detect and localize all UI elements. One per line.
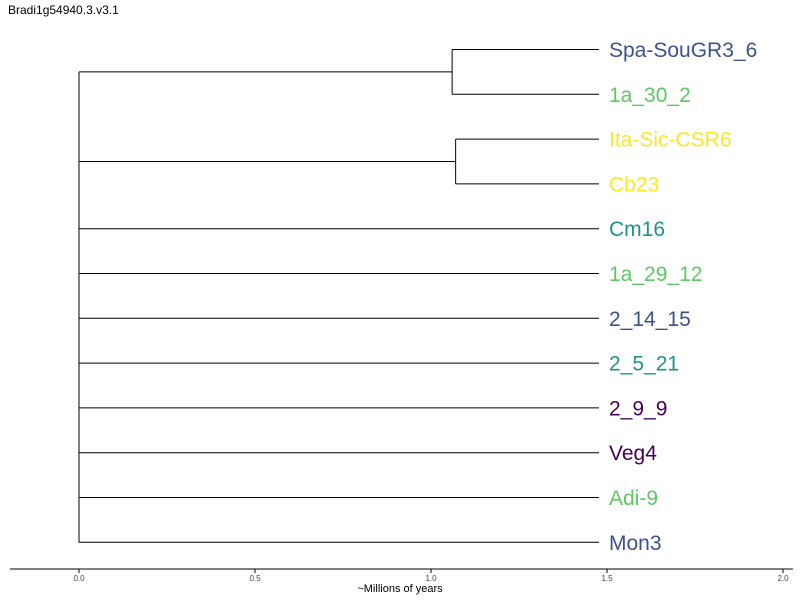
x-axis-label: ~Millions of years — [357, 583, 443, 595]
x-tick-label: 0.0 — [73, 574, 85, 583]
leaf-label: Cm16 — [609, 218, 665, 241]
leaf-label: Cb23 — [609, 173, 659, 196]
leaf-label: 2_14_15 — [609, 308, 691, 331]
leaf-label: 2_5_21 — [609, 353, 679, 376]
x-tick-label: 1.0 — [425, 574, 437, 583]
x-tick-label: 0.5 — [249, 574, 261, 583]
leaf-label: Adi-9 — [609, 487, 658, 510]
leaf-label: Veg4 — [609, 442, 657, 465]
leaf-label: Mon3 — [609, 532, 662, 555]
leaf-label: 2_9_9 — [609, 397, 667, 420]
plot-title: Bradi1g54940.3.v3.1 — [8, 3, 119, 17]
x-tick-label: 2.0 — [777, 574, 789, 583]
leaf-label: Ita-Sic-CSR6 — [609, 129, 732, 152]
leaf-label: Spa-SouGR3_6 — [609, 39, 757, 62]
leaf-label: 1a_30_2 — [609, 84, 691, 107]
leaf-label: 1a_29_12 — [609, 263, 702, 286]
x-tick-label: 1.5 — [601, 574, 613, 583]
